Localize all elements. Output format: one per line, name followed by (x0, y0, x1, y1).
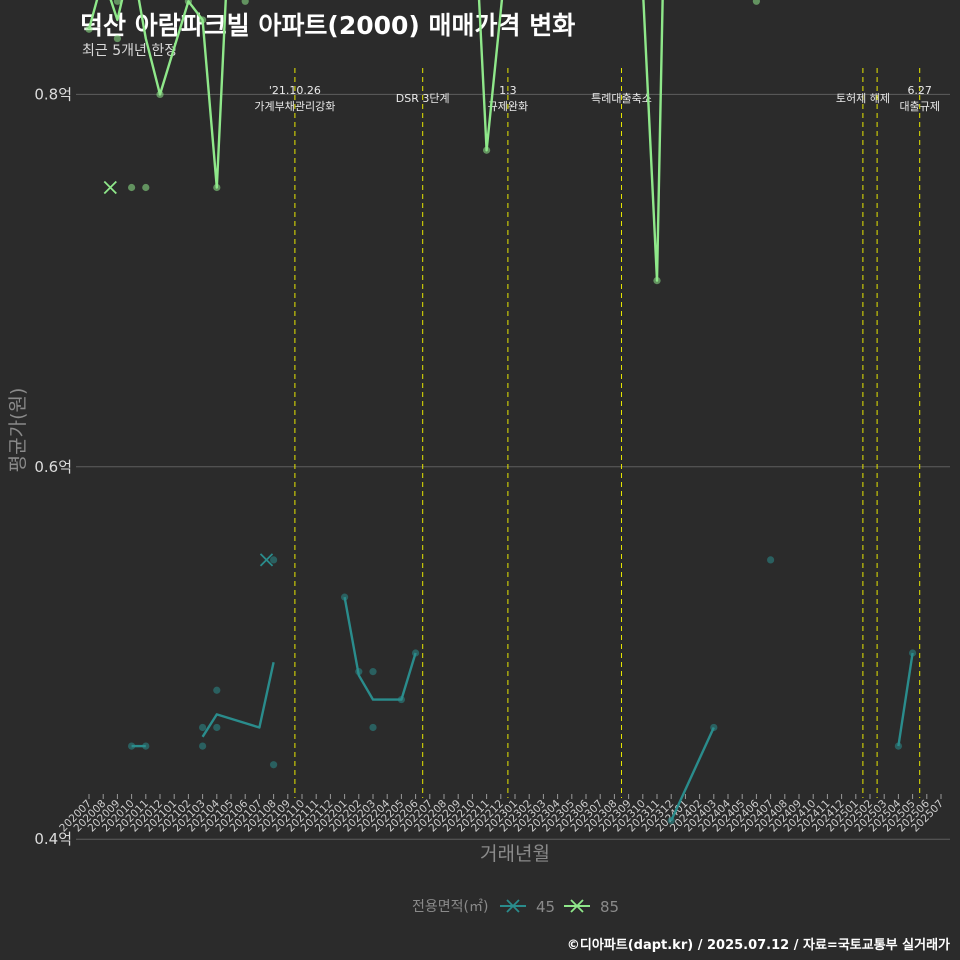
event-label: '21.10.26 (269, 84, 321, 97)
data-point (355, 668, 363, 676)
y-tick-label: 0.8억 (34, 85, 72, 103)
legend-label: 85 (600, 898, 619, 916)
x-axis-title: 거래년월 (480, 843, 550, 865)
chart-subtitle: 최근 5개년 한정 (82, 43, 178, 59)
legend-key-mark (570, 899, 584, 913)
series-line (897, 652, 914, 747)
data-point (270, 761, 278, 769)
legend-key-mark (506, 899, 520, 913)
cancelled-mark (259, 553, 274, 567)
data-point (412, 649, 420, 657)
y-tick-label: 0.4억 (34, 830, 72, 848)
data-point (85, 25, 93, 33)
data-point (199, 16, 207, 24)
event-label: 6.27 (907, 84, 932, 97)
event-label: 가계부채관리강화 (254, 100, 335, 113)
data-point (142, 742, 150, 750)
data-point (341, 593, 349, 601)
data-point (241, 0, 249, 5)
y-gridlines: 0.4억0.6억0.8억1억 (34, 85, 950, 848)
series-line (670, 727, 715, 822)
data-point (213, 686, 221, 694)
event-label: 토허제 해제 (836, 91, 890, 105)
legend-title: 전용면적(㎡) (412, 899, 488, 915)
data-point (199, 723, 207, 732)
series-line (343, 596, 417, 701)
series-line (201, 662, 275, 738)
data-point (894, 742, 903, 750)
data-point (213, 723, 221, 732)
event-label: 1.3 (499, 84, 517, 97)
x-axis: 2020072020082020092020102020112020122021… (57, 794, 946, 834)
data-point (767, 556, 775, 564)
series-45 (128, 553, 917, 825)
y-tick-label: 0.6억 (34, 458, 72, 476)
event-label: 특례대출축소 (591, 92, 652, 105)
chart-title: 덕산 아람파크빌 아파트(2000) 매매가격 변화 (80, 11, 576, 40)
data-point (752, 0, 760, 5)
event-label: 규제완화 (488, 100, 528, 113)
policy-events: '21.10.26 가계부채관리강화 DSR 3단계 1.3 규제완화 특례대출축소 토허제… (254, 68, 940, 798)
data-point (369, 668, 377, 676)
data-point (199, 742, 207, 750)
data-point (156, 90, 164, 98)
data-point (653, 277, 661, 285)
data-point (142, 183, 150, 192)
legend: 전용면적(㎡) 45 85 (412, 898, 619, 916)
data-point (909, 649, 917, 657)
series-85 (85, 0, 760, 285)
data-point (483, 146, 491, 154)
source-caption: ©디아파트(dapt.kr) / 2025.07.12 / 자료=국토교통부 실… (566, 938, 950, 953)
data-point (184, 0, 192, 5)
data-point (369, 723, 377, 732)
data-point (270, 556, 278, 564)
data-point (213, 183, 221, 192)
data-point (128, 742, 136, 750)
data-point (710, 723, 718, 732)
data-point (113, 34, 121, 43)
series-line (87, 0, 664, 282)
data-point (113, 0, 121, 5)
event-label: 대출규제 (899, 100, 939, 113)
event-label: DSR 3단계 (396, 92, 450, 105)
data-point (667, 816, 675, 825)
cancelled-mark (103, 180, 117, 195)
data-point (128, 183, 136, 192)
y-axis-title: 평균가(원) (7, 388, 29, 473)
legend-label: 45 (536, 898, 555, 916)
data-point (397, 695, 405, 704)
